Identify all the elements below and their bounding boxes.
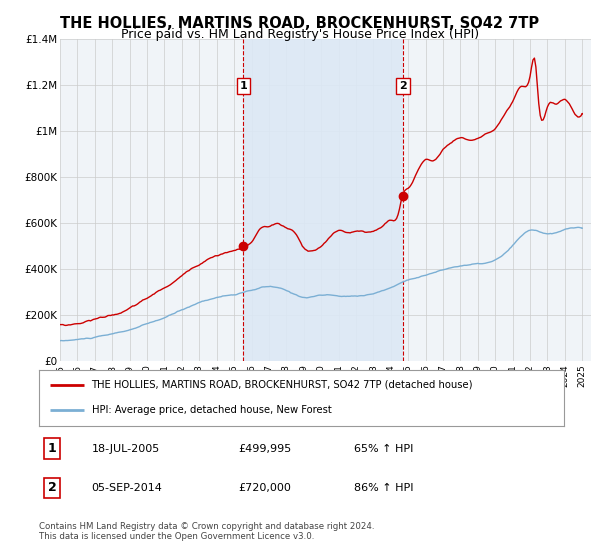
Text: HPI: Average price, detached house, New Forest: HPI: Average price, detached house, New … bbox=[91, 405, 331, 416]
Text: 05-SEP-2014: 05-SEP-2014 bbox=[91, 483, 163, 493]
Text: £720,000: £720,000 bbox=[239, 483, 292, 493]
Text: Price paid vs. HM Land Registry's House Price Index (HPI): Price paid vs. HM Land Registry's House … bbox=[121, 28, 479, 41]
Text: 1: 1 bbox=[239, 81, 247, 91]
Text: 86% ↑ HPI: 86% ↑ HPI bbox=[354, 483, 413, 493]
Text: 2: 2 bbox=[399, 81, 407, 91]
Text: 2: 2 bbox=[48, 481, 56, 494]
Text: Contains HM Land Registry data © Crown copyright and database right 2024.
This d: Contains HM Land Registry data © Crown c… bbox=[39, 522, 374, 542]
Text: 65% ↑ HPI: 65% ↑ HPI bbox=[354, 444, 413, 454]
Text: 1: 1 bbox=[48, 442, 56, 455]
Bar bbox=[244, 39, 403, 361]
Text: THE HOLLIES, MARTINS ROAD, BROCKENHURST, SO42 7TP (detached house): THE HOLLIES, MARTINS ROAD, BROCKENHURST,… bbox=[91, 380, 473, 390]
Text: £499,995: £499,995 bbox=[239, 444, 292, 454]
Text: THE HOLLIES, MARTINS ROAD, BROCKENHURST, SO42 7TP: THE HOLLIES, MARTINS ROAD, BROCKENHURST,… bbox=[61, 16, 539, 31]
Text: 18-JUL-2005: 18-JUL-2005 bbox=[91, 444, 160, 454]
